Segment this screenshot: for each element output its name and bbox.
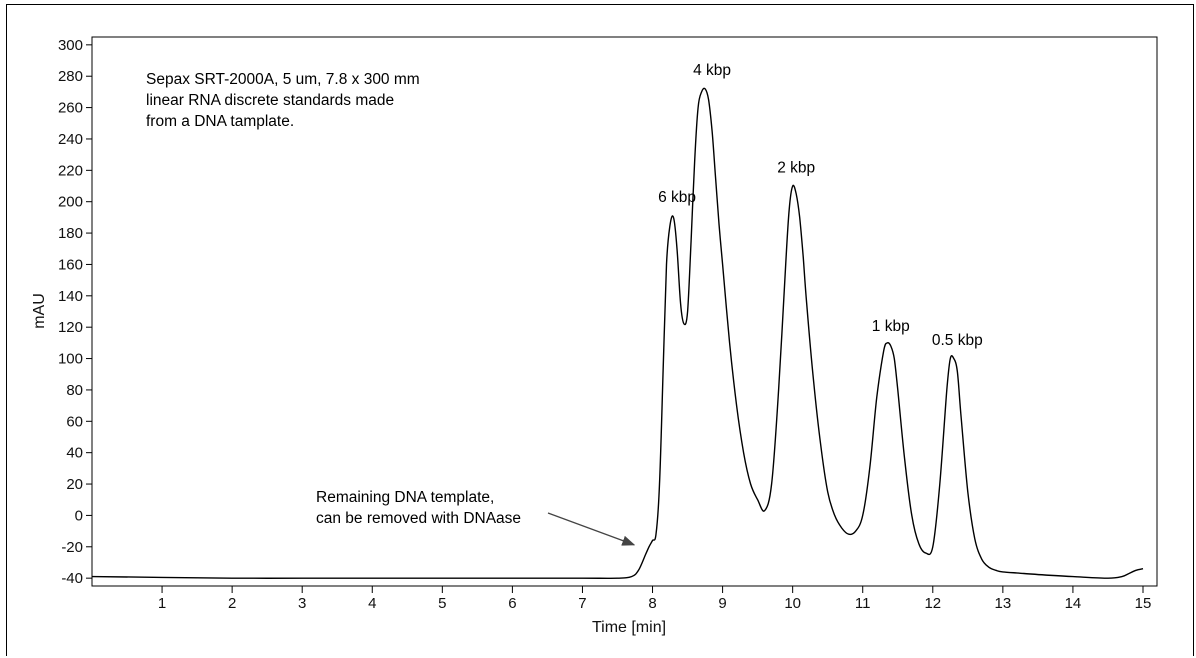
- peak-label: 1 kbp: [872, 318, 910, 335]
- x-tick-label: 7: [578, 595, 586, 612]
- y-axis-title: mAU: [31, 293, 48, 329]
- info-text: Sepax SRT-2000A, 5 um, 7.8 x 300 mm linea…: [146, 71, 420, 130]
- peak-annotations: 6 kbp 4 kbp 2 kbp 1 kbp 0.5 kbp: [658, 62, 983, 349]
- y-tick-label: 260: [58, 100, 83, 117]
- x-tick-label: 2: [228, 595, 236, 612]
- x-tick-label: 13: [995, 595, 1012, 612]
- arrow-note-line: can be removed with DNAase: [316, 510, 521, 527]
- y-tick-label: 0: [75, 507, 83, 524]
- y-tick-label: -40: [61, 570, 83, 587]
- y-tick-label: 40: [66, 445, 83, 462]
- x-tick-label: 8: [648, 595, 656, 612]
- y-tick-label: 60: [66, 413, 83, 430]
- y-tick-label: 280: [58, 68, 83, 85]
- peak-label: 0.5 kbp: [932, 332, 983, 349]
- x-tick-label: 4: [368, 595, 376, 612]
- info-line: from a DNA tamplate.: [146, 113, 294, 130]
- x-axis-title: Time [min]: [592, 619, 666, 636]
- info-line: Sepax SRT-2000A, 5 um, 7.8 x 300 mm: [146, 71, 420, 88]
- plot-area: [91, 36, 1158, 587]
- y-tick-label: 20: [66, 476, 83, 493]
- y-tick-label: 180: [58, 225, 83, 242]
- x-tick-label: 11: [855, 595, 871, 612]
- x-tick-label: 15: [1135, 595, 1152, 612]
- x-tick-label: 9: [718, 595, 726, 612]
- peak-label: 6 kbp: [658, 189, 696, 206]
- y-tick-label: 160: [58, 256, 83, 273]
- x-axis-ticks: 1 2 3 4 5 6 7 8 9 10 11 12 13 14 15: [158, 586, 1151, 612]
- peak-label: 2 kbp: [777, 159, 815, 176]
- y-axis-ticks: -40 -20 0 20 40 60 80 100 120 140 160 180 200 220 240 2…: [58, 37, 92, 587]
- x-tick-label: 3: [298, 595, 306, 612]
- y-tick-label: 120: [58, 319, 83, 336]
- y-tick-label: 300: [58, 37, 83, 54]
- y-tick-label: -20: [61, 539, 83, 556]
- arrow-pointer: [547, 512, 636, 546]
- y-tick-label: 140: [58, 288, 83, 305]
- x-tick-label: 10: [784, 595, 801, 612]
- arrow-note-line: Remaining DNA template,: [316, 489, 494, 506]
- y-tick-label: 200: [58, 194, 83, 211]
- info-line: linear RNA discrete standards made: [146, 92, 394, 109]
- x-tick-label: 14: [1065, 595, 1082, 612]
- y-tick-label: 80: [66, 382, 83, 399]
- x-tick-label: 5: [438, 595, 446, 612]
- series-line: [91, 87, 1144, 579]
- peak-label: 4 kbp: [693, 62, 731, 79]
- y-tick-label: 240: [58, 131, 83, 148]
- x-tick-label: 12: [924, 595, 941, 612]
- arrow-note: Remaining DNA template, can be removed wi…: [316, 489, 636, 546]
- y-tick-label: 100: [58, 351, 83, 368]
- x-tick-label: 1: [158, 595, 166, 612]
- y-tick-label: 220: [58, 162, 83, 179]
- figure-frame: [6, 4, 1194, 656]
- x-tick-label: 6: [508, 595, 516, 612]
